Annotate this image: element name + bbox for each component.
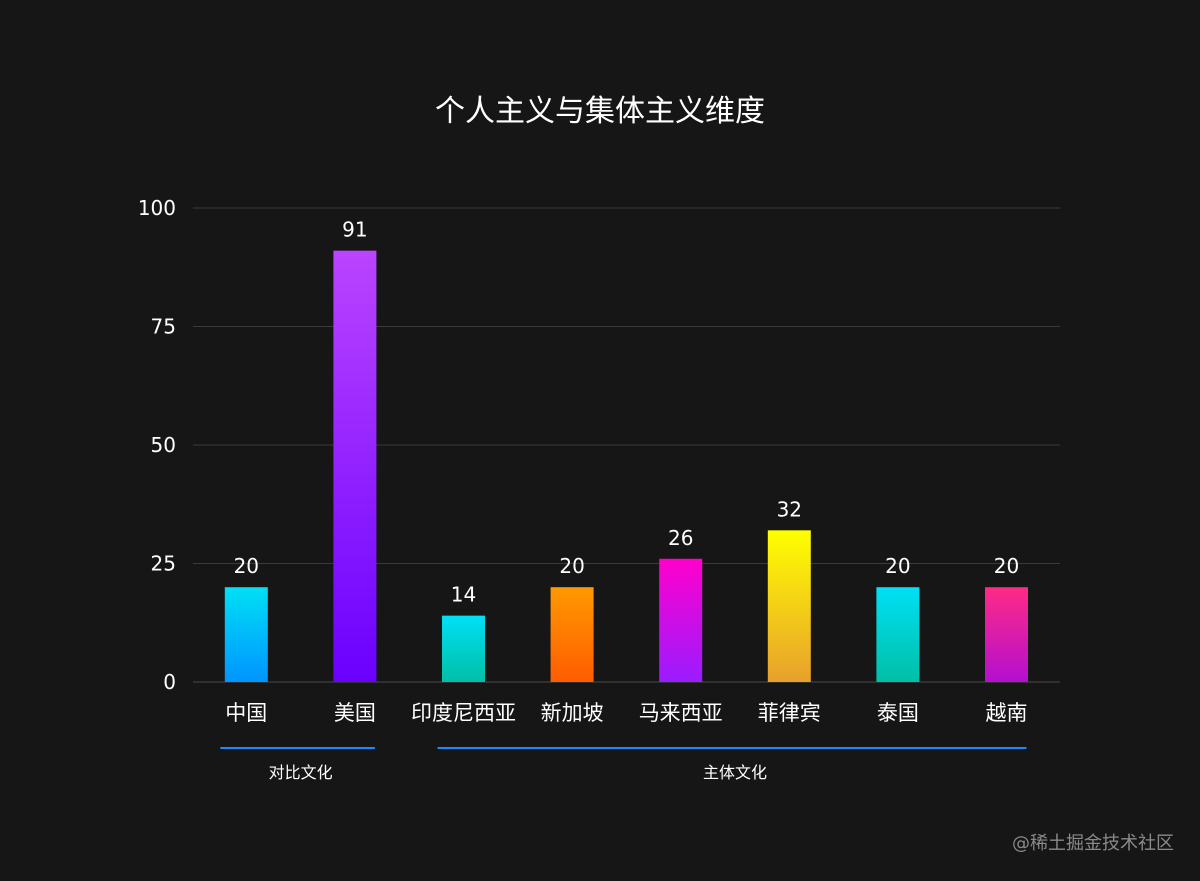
data-label: 20: [994, 554, 1019, 578]
data-label: 91: [342, 218, 367, 242]
category-label: 马来西亚: [639, 701, 723, 725]
category-label: 印度尼西亚: [411, 701, 516, 725]
bar-2: [442, 615, 485, 682]
category-label: 中国: [225, 701, 267, 725]
bar-3: [550, 587, 594, 682]
chart-title: 个人主义与集体主义维度: [435, 94, 765, 129]
data-label: 14: [451, 583, 476, 607]
category-label: 新加坡: [541, 701, 604, 725]
y-tick-label: 50: [151, 433, 176, 457]
group-label: 主体文化: [703, 763, 767, 782]
data-label: 26: [668, 526, 693, 550]
label-layer: 20 中国 91 美国 14 印度尼西亚 20 新加坡 26 马来西亚 32 菲律宾 20 泰国 20 越南: [225, 218, 1027, 725]
category-label: 菲律宾: [758, 701, 821, 725]
bar-4: [659, 558, 703, 682]
group-label: 对比文化: [269, 763, 333, 782]
category-label: 越南: [986, 701, 1028, 725]
bar-layer: [224, 250, 1028, 682]
watermark: @稀土掘金技术社区: [1012, 833, 1174, 854]
bar-7: [985, 587, 1028, 682]
data-label: 20: [885, 554, 910, 578]
category-label: 美国: [334, 701, 376, 725]
bar-1: [333, 250, 377, 682]
group-layer: 对比文化 主体文化: [220, 747, 1027, 782]
y-tick-label: 25: [151, 552, 176, 576]
y-tick-label: 0: [163, 670, 176, 694]
bar-0: [224, 587, 268, 682]
bar-6: [876, 587, 920, 682]
bar-5: [767, 530, 811, 682]
data-label: 20: [559, 554, 584, 578]
y-tick-label: 75: [151, 315, 176, 339]
data-label: 32: [777, 497, 802, 521]
y-tick-label: 100: [138, 196, 176, 220]
data-label: 20: [234, 554, 259, 578]
category-label: 泰国: [877, 701, 919, 725]
grid-layer: 0 25 50 75 100: [138, 196, 1060, 694]
